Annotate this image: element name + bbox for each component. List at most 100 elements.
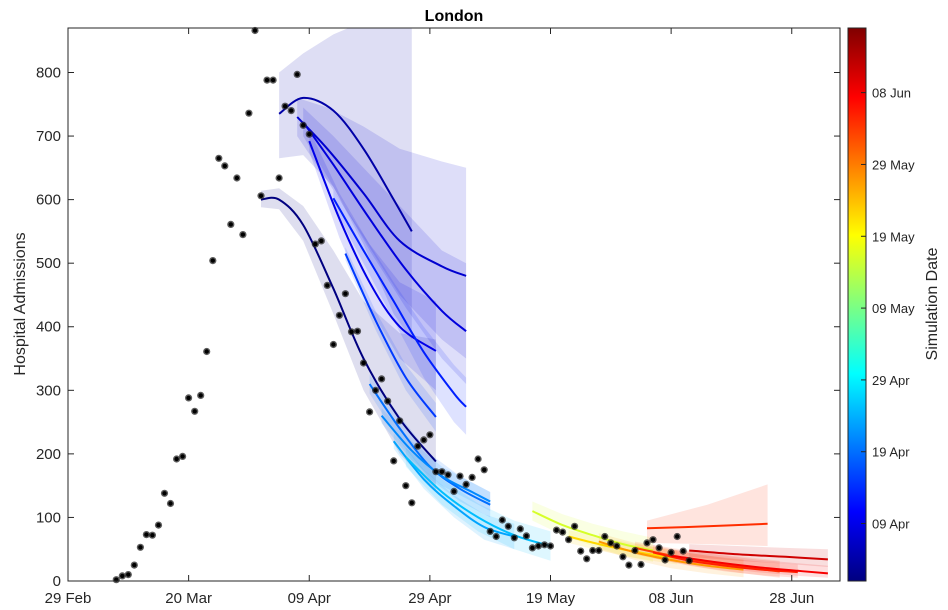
chart-title: London [425, 8, 484, 25]
observed-point-core-47 [391, 458, 396, 464]
forecast-band-7 [345, 247, 436, 432]
observed-point-core-58 [457, 473, 463, 479]
observed-point-core-37 [331, 342, 336, 347]
forecast-lines [260, 96, 828, 575]
observed-point-core-62 [482, 467, 487, 472]
observed-point-core-46 [385, 398, 390, 404]
observed-point-core-4 [132, 562, 137, 568]
observed-point-core-9 [162, 491, 167, 496]
observed-point-core-3 [126, 572, 131, 577]
observed-point-core-34 [313, 241, 318, 247]
observed-point-core-70 [530, 545, 535, 551]
observed-point-core-13 [186, 395, 191, 401]
observed-point-core-42 [361, 360, 366, 366]
observed-point-core-55 [439, 469, 445, 474]
observed-point-core-19 [222, 163, 227, 169]
x-tick-label-5: 19 May [526, 590, 576, 607]
observed-point-core-88 [638, 562, 644, 567]
observed-point-core-32 [301, 123, 306, 128]
forecast-line-9 [380, 415, 491, 503]
observed-point-core-18 [216, 156, 221, 161]
observed-point-core-45 [379, 376, 384, 382]
observed-point-core-69 [524, 533, 529, 539]
colorbar-tick-label-2: 19 Apr [872, 445, 910, 460]
y-axis-label: Hospital Admissions [12, 232, 29, 375]
colorbar-ticks: 09 Apr 19 Apr 29 Apr 09 May 19 May 29 May 08 J… [861, 86, 915, 532]
x-tick-label-1: 29 Feb [45, 590, 92, 607]
observed-point-core-35 [319, 238, 324, 244]
observed-point-core-66 [506, 524, 511, 529]
observed-point-core-23 [246, 111, 252, 116]
y-axis-ticks: 0 100 200 300 400 500 600 700 800 [36, 64, 840, 590]
observed-point-core-21 [234, 175, 240, 181]
forecast-line-10 [392, 440, 515, 538]
observed-point-core-90 [650, 537, 656, 542]
colorbar-tick-label-6: 29 May [872, 157, 915, 172]
x-tick-label-7: 28 Jun [769, 590, 814, 607]
observed-point-core-20 [228, 222, 233, 227]
observed-point-core-91 [656, 545, 662, 551]
observed-point-core-61 [475, 456, 481, 462]
observed-point-core-48 [397, 418, 402, 423]
observed-point-core-49 [403, 483, 408, 488]
observed-point-core-24 [252, 28, 258, 33]
observed-point-core-39 [343, 291, 348, 296]
observed-point-core-17 [210, 258, 215, 263]
observed-point-core-22 [240, 232, 246, 237]
observed-point-core-94 [675, 534, 680, 539]
observed-point-core-30 [289, 108, 294, 113]
observed-point-core-16 [204, 349, 209, 354]
observed-point-core-84 [614, 543, 619, 549]
forecast-band-12 [532, 501, 653, 562]
observed-point-core-52 [421, 437, 426, 443]
plot-frame [67, 27, 841, 582]
observed-point-core-27 [270, 77, 276, 83]
y-tick-label-800: 800 [36, 64, 61, 81]
observed-point-core-25 [258, 193, 264, 198]
observed-point-core-75 [560, 529, 565, 535]
colorbar-tick-label-5: 19 May [872, 229, 915, 244]
observed-point-core-8 [156, 522, 161, 528]
observed-point-core-38 [337, 313, 342, 318]
x-axis-ticks: 29 Feb 20 Mar 09 Apr 29 Apr 19 May 08 Jun 28 J… [45, 28, 814, 607]
forecast-line-6 [332, 197, 467, 408]
observed-point-core-5 [138, 545, 143, 550]
observed-point-core-14 [192, 409, 197, 414]
observed-point-core-85 [620, 554, 626, 559]
y-tick-label-200: 200 [36, 446, 61, 463]
observed-point-core-60 [469, 475, 475, 480]
observed-point-core-29 [282, 104, 288, 109]
colorbar-tick-label-3: 29 Apr [872, 373, 910, 388]
x-tick-label-6: 08 Jun [649, 590, 694, 607]
observed-point-core-95 [681, 548, 686, 554]
observed-point-core-63 [488, 529, 493, 534]
observed-point-core-41 [355, 329, 360, 334]
observed-point-core-86 [626, 562, 632, 568]
observed-point-core-74 [554, 527, 559, 533]
observed-point-core-43 [367, 409, 372, 415]
forecast-line-19 [689, 549, 828, 561]
observed-point-core-92 [662, 557, 668, 563]
observed-point-core-6 [144, 532, 149, 537]
forecast-band-5 [309, 129, 436, 391]
colorbar-tick-label-1: 09 Apr [872, 517, 910, 532]
colorbar [847, 27, 867, 582]
y-tick-label-300: 300 [36, 382, 61, 399]
observed-point-core-78 [578, 548, 583, 554]
observed-point-core-82 [602, 534, 607, 539]
observed-point-core-71 [536, 543, 541, 549]
forecast-line-4 [302, 121, 467, 332]
observed-point-core-77 [572, 524, 577, 529]
forecast-line-14 [598, 540, 744, 571]
x-tick-label-2: 20 Mar [165, 590, 212, 607]
observed-point-core-15 [198, 393, 203, 398]
y-tick-label-700: 700 [36, 128, 61, 145]
observed-point-core-59 [463, 482, 469, 487]
observed-point-core-68 [518, 526, 523, 532]
forecast-line-12 [531, 510, 654, 552]
observed-point-core-2 [120, 573, 125, 579]
observed-point-core-11 [174, 456, 179, 462]
observed-point-core-12 [180, 454, 185, 459]
forecast-band-4 [303, 107, 467, 384]
